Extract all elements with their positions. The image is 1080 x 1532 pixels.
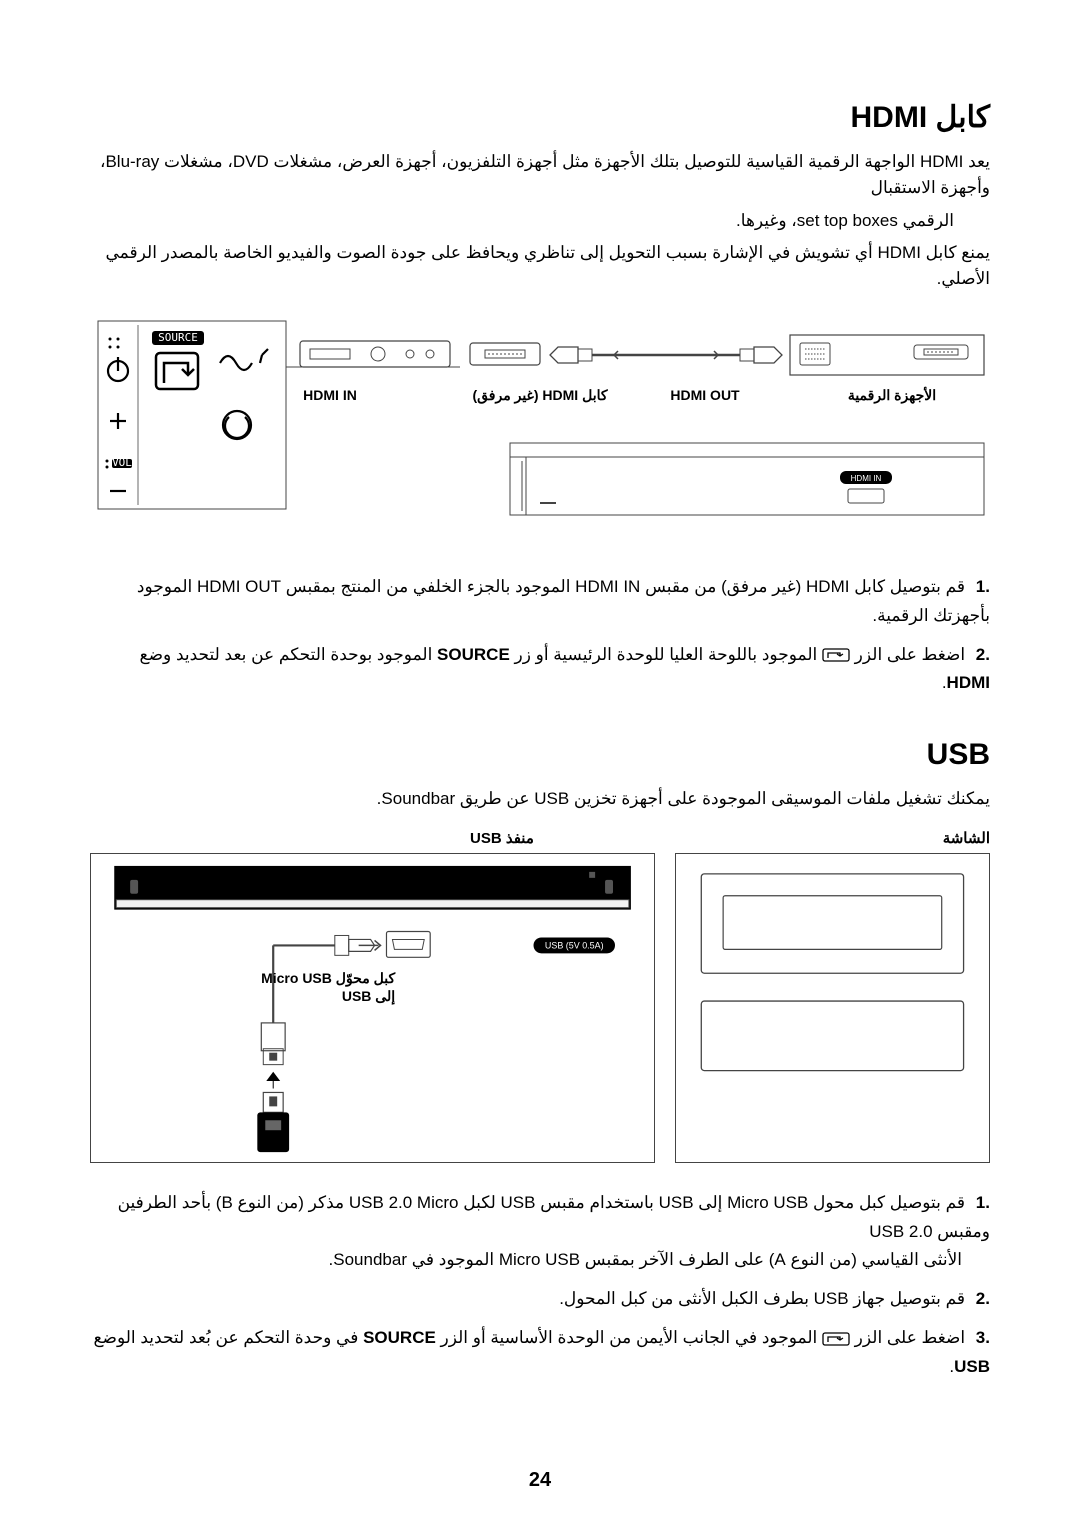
page-number: 24: [529, 1469, 551, 1492]
usb-step-3: .3 اضغط على الزر الموجود في الجانب الأيم…: [90, 1324, 990, 1382]
hdmi-step-2: .2 اضغط على الزر الموجود باللوحة العليا …: [90, 641, 990, 699]
loop-icon: [822, 1332, 850, 1346]
loop-icon: [822, 648, 850, 662]
step-text-mid: الموجود في الجانب الأيمن من الوحدة الأسا…: [436, 1328, 817, 1347]
step-num: .1: [976, 577, 990, 596]
step-text: قم بتوصيل كابل HDMI (غير مرفق) من مقبس H…: [137, 577, 990, 625]
usb-step-1: .1 قم بتوصيل كبل محول Micro USB إلى USB …: [90, 1189, 990, 1276]
hdmi-intro-1: يعد HDMI الواجهة الرقمية القياسية للتوصي…: [90, 149, 990, 202]
usb-display-label: الشاشة: [943, 829, 990, 847]
step-text-post: في وحدة التحكم عن بُعد لتحديد الوضع: [93, 1328, 358, 1347]
micro-usb-label: كبل محوّل Micro USB إلى USB: [261, 969, 395, 1005]
step-text-mid: الموجود باللوحة العليا للوحدة الرئيسية أ…: [510, 645, 817, 664]
hdmi-steps: .1 قم بتوصيل كابل HDMI (غير مرفق) من مقب…: [90, 573, 990, 699]
step-num: .1: [976, 1193, 990, 1212]
page-root: كابل HDMI يعد HDMI الواجهة الرقمية القيا…: [0, 0, 1080, 1532]
usb-label-row: منفذ USB الشاشة: [90, 829, 990, 847]
hdmi-diagram: VOL SOURCE: [90, 313, 990, 543]
usb-title: USB: [90, 738, 990, 772]
usb-port-panel: USB (5V 0.5A): [90, 853, 655, 1163]
usb-word: USB: [954, 1357, 990, 1376]
svg-text:VOL: VOL: [112, 456, 132, 469]
label-hdmi-in: HDMI IN: [270, 387, 390, 403]
step-num: .3: [976, 1328, 990, 1347]
svg-text:SOURCE: SOURCE: [158, 331, 198, 344]
step-num: .2: [976, 1289, 990, 1308]
micro-line1: كبل محوّل Micro USB: [261, 970, 395, 986]
usb-diagram: USB (5V 0.5A): [90, 853, 990, 1163]
source-word: SOURCE: [437, 645, 510, 664]
usb-display-panel: [675, 853, 990, 1163]
step-text: قم بتوصيل كبل محول Micro USB إلى USB باس…: [118, 1193, 990, 1241]
svg-text:HDMI IN: HDMI IN: [851, 474, 882, 483]
hdmi-title: كابل HDMI: [90, 100, 990, 135]
label-digital-devices: الأجهزة الرقمية: [802, 387, 982, 404]
usb-port-svg: USB (5V 0.5A): [91, 854, 654, 1162]
usb-steps: .1 قم بتوصيل كبل محول Micro USB إلى USB …: [90, 1189, 990, 1382]
step-text-post: الموجود بوحدة التحكم عن بعد لتحديد وضع: [140, 645, 433, 664]
usb-port-label: منفذ USB: [470, 829, 534, 847]
usb-intro: يمكنك تشغيل ملفات الموسيقى الموجودة على …: [90, 786, 990, 812]
label-hdmi-out: HDMI OUT: [650, 387, 760, 403]
usb-display-svg: [676, 854, 989, 1162]
hdmi-diagram-svg: VOL SOURCE: [90, 313, 990, 543]
step-text-pre: اضغط على الزر: [850, 1328, 965, 1347]
label-hdmi-cable: كابل HDMI (غير مرفق): [470, 387, 610, 404]
step-text-pre: اضغط على الزر: [850, 645, 965, 664]
source-word: SOURCE: [363, 1328, 436, 1347]
hdmi-step-1: .1 قم بتوصيل كابل HDMI (غير مرفق) من مقب…: [90, 573, 990, 631]
hdmi-intro-3: يمنع كابل HDMI أي تشويش في الإشارة بسبب …: [90, 240, 990, 293]
label-hdmi-cable-text: كابل HDMI: [542, 387, 607, 403]
step-text-line2: الأنثى القياسي (من النوع A) على الطرف ال…: [329, 1246, 990, 1275]
svg-text:USB (5V 0.5A): USB (5V 0.5A): [545, 940, 604, 950]
hdmi-intro-2: الرقمي set top boxes، وغيرها.: [90, 208, 990, 234]
usb-step-2: .2 قم بتوصيل جهاز USB بطرف الكبل الأنثى …: [90, 1285, 990, 1314]
usb-section: USB يمكنك تشغيل ملفات الموسيقى الموجودة …: [90, 738, 990, 1382]
micro-line2: إلى USB: [342, 988, 395, 1004]
step-text: قم بتوصيل جهاز USB بطرف الكبل الأنثى من …: [559, 1289, 965, 1308]
label-hdmi-cable-sub: (غير مرفق): [472, 387, 538, 403]
step-num: .2: [976, 645, 990, 664]
hdmi-word: HDMI: [947, 673, 990, 692]
